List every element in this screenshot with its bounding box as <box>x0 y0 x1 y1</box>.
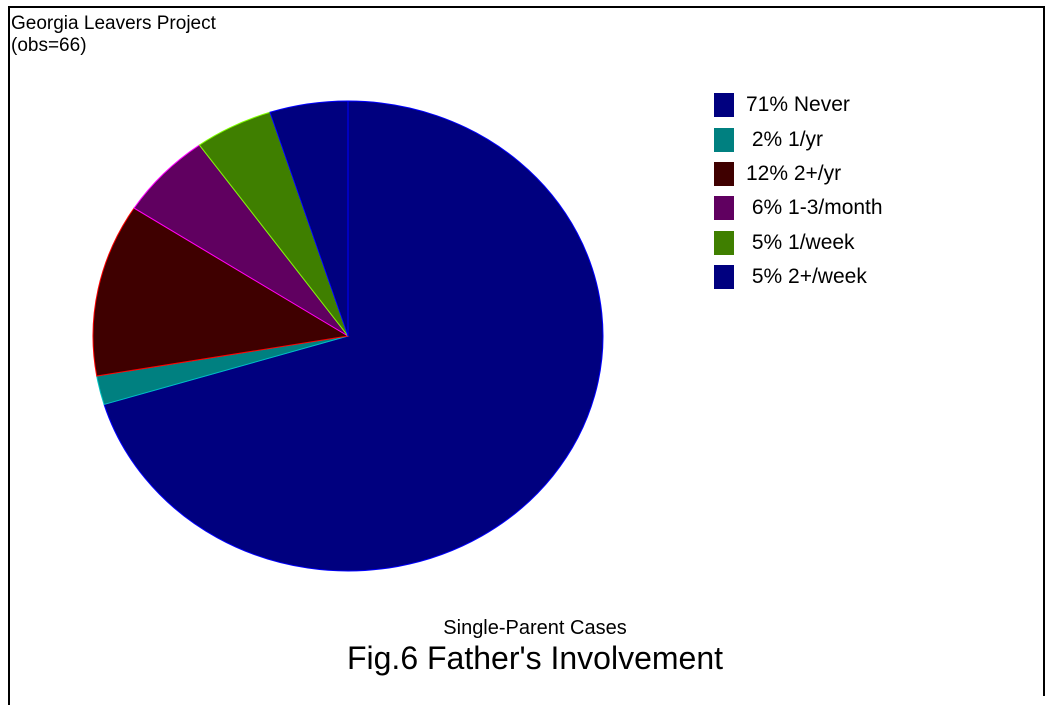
legend-item: 5% 1/week <box>714 226 883 260</box>
frame-top-border <box>8 6 1045 8</box>
pie-slice-1 <box>103 100 604 572</box>
legend-swatch <box>714 230 734 255</box>
legend-item: 71% Never <box>714 88 883 122</box>
frame-right-border <box>1043 6 1045 696</box>
legend-label: 2% 1/yr <box>746 127 824 151</box>
legend-label: 71% Never <box>746 93 850 117</box>
legend-label: 5% 1/week <box>746 230 855 254</box>
pie-slice-6 <box>269 100 349 337</box>
legend-swatch <box>714 196 734 221</box>
legend: 71% Never 2% 1/yr 12% 2+/yr 6% 1-3/month … <box>714 88 883 294</box>
legend-item: 6% 1-3/month <box>714 191 883 225</box>
chart-subtitle: Single-Parent Cases <box>443 617 627 639</box>
legend-label: 12% 2+/yr <box>746 161 842 185</box>
obs-label: (obs=66) <box>11 35 87 56</box>
legend-swatch <box>714 265 734 290</box>
source-label: Georgia Leavers Project <box>11 13 216 34</box>
legend-item: 5% 2+/week <box>714 260 883 294</box>
legend-label: 5% 2+/week <box>746 265 867 289</box>
legend-swatch <box>714 127 734 152</box>
legend-swatch <box>714 161 734 186</box>
pie-slice-3 <box>92 207 350 377</box>
legend-item: 2% 1/yr <box>714 122 883 156</box>
legend-item: 12% 2+/yr <box>714 157 883 191</box>
legend-label: 6% 1-3/month <box>746 196 883 220</box>
frame-left-border <box>8 6 10 705</box>
legend-swatch <box>714 93 734 118</box>
chart-title: Fig.6 Father's Involvement <box>346 640 724 676</box>
